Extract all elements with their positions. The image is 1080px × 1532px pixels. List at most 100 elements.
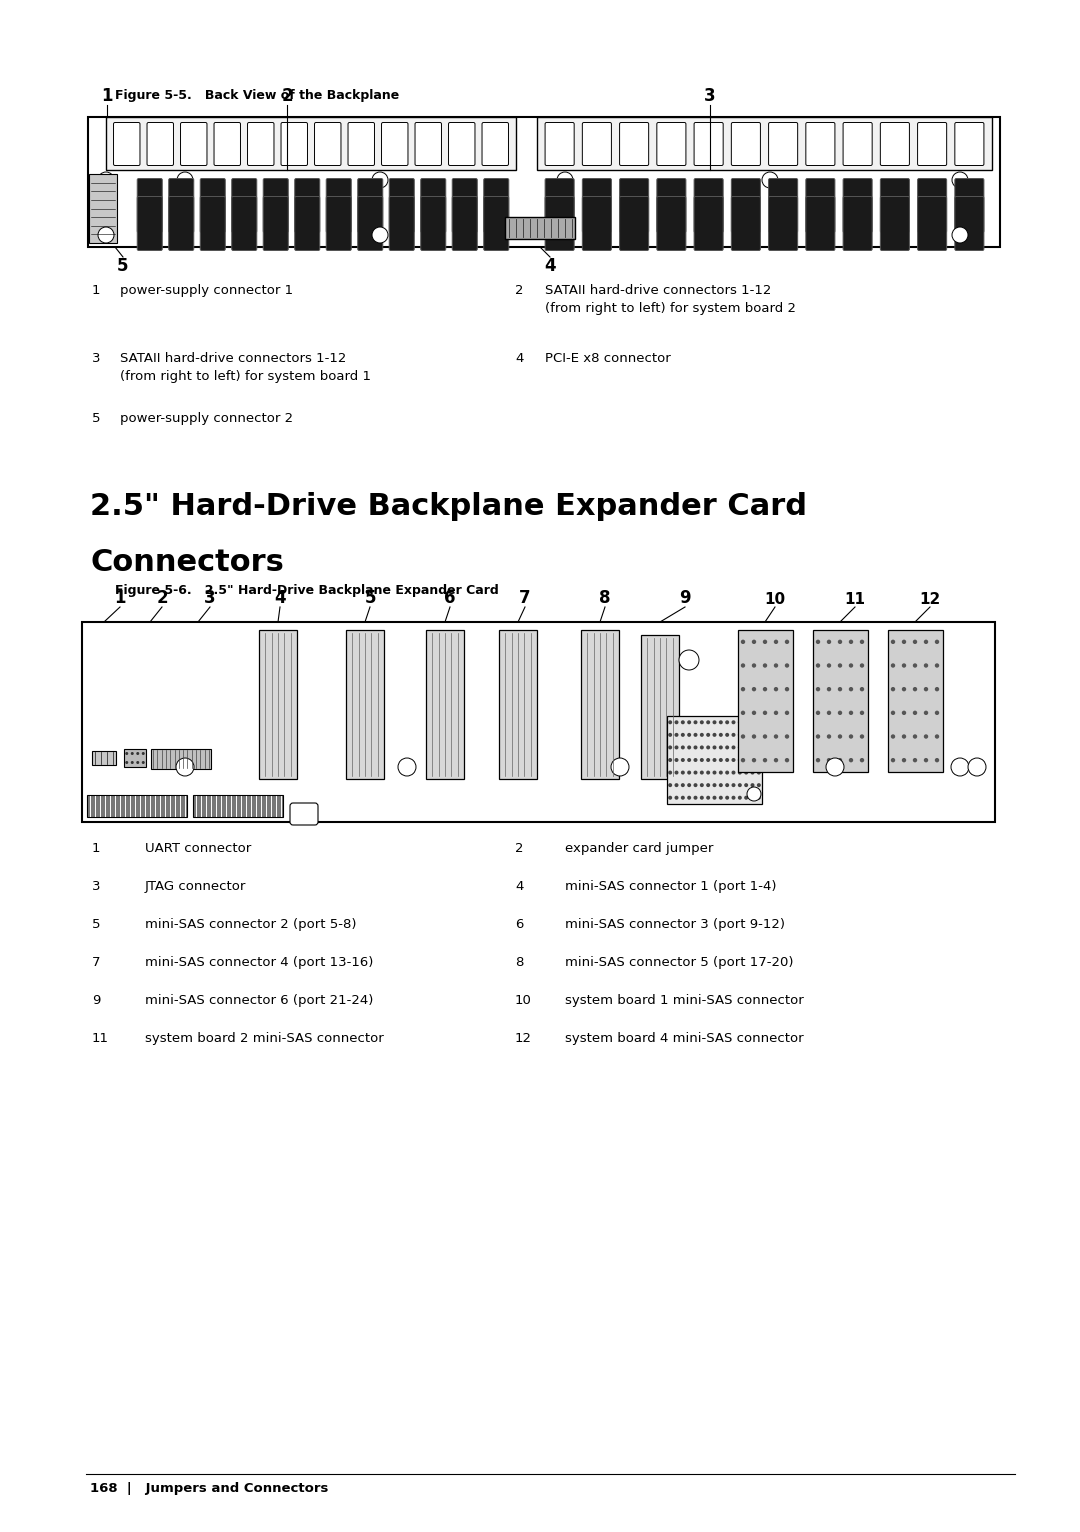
Circle shape <box>923 734 928 738</box>
FancyBboxPatch shape <box>453 179 477 233</box>
FancyBboxPatch shape <box>537 116 993 170</box>
Circle shape <box>669 732 672 737</box>
FancyBboxPatch shape <box>264 196 288 251</box>
Circle shape <box>752 640 756 643</box>
FancyBboxPatch shape <box>137 179 162 233</box>
Circle shape <box>923 663 928 668</box>
FancyBboxPatch shape <box>955 123 984 165</box>
Circle shape <box>757 746 760 749</box>
Circle shape <box>141 752 145 755</box>
Text: mini-SAS connector 6 (port 21-24): mini-SAS connector 6 (port 21-24) <box>145 994 374 1007</box>
Circle shape <box>177 172 193 188</box>
FancyBboxPatch shape <box>326 179 351 233</box>
Circle shape <box>773 686 779 691</box>
Circle shape <box>98 227 114 244</box>
Circle shape <box>935 734 940 738</box>
Circle shape <box>751 771 755 775</box>
Circle shape <box>902 686 906 691</box>
Circle shape <box>731 758 735 761</box>
FancyBboxPatch shape <box>657 123 686 165</box>
Text: 3: 3 <box>92 879 100 893</box>
Circle shape <box>693 758 698 761</box>
Text: 7: 7 <box>519 588 530 607</box>
Text: Connectors: Connectors <box>90 548 284 578</box>
FancyBboxPatch shape <box>545 196 575 251</box>
Circle shape <box>757 783 760 787</box>
Circle shape <box>785 734 789 738</box>
Circle shape <box>744 746 748 749</box>
FancyBboxPatch shape <box>389 179 415 233</box>
Text: mini-SAS connector 4 (port 13-16): mini-SAS connector 4 (port 13-16) <box>145 956 374 970</box>
FancyBboxPatch shape <box>880 123 909 165</box>
Text: mini-SAS connector 2 (port 5-8): mini-SAS connector 2 (port 5-8) <box>145 918 356 931</box>
Circle shape <box>738 771 742 775</box>
Circle shape <box>680 732 685 737</box>
Circle shape <box>125 761 129 764</box>
Circle shape <box>700 732 704 737</box>
Text: 1: 1 <box>92 843 100 855</box>
Circle shape <box>669 758 672 761</box>
Circle shape <box>762 686 767 691</box>
Circle shape <box>713 758 716 761</box>
Circle shape <box>741 734 745 738</box>
Circle shape <box>913 663 917 668</box>
FancyBboxPatch shape <box>843 179 873 233</box>
FancyBboxPatch shape <box>326 196 351 251</box>
Circle shape <box>757 732 760 737</box>
Circle shape <box>762 734 767 738</box>
Text: 2: 2 <box>515 283 524 297</box>
Circle shape <box>731 720 735 725</box>
Circle shape <box>773 711 779 715</box>
FancyBboxPatch shape <box>87 795 187 817</box>
Circle shape <box>687 720 691 725</box>
FancyBboxPatch shape <box>346 630 384 778</box>
Text: 1: 1 <box>114 588 125 607</box>
Text: mini-SAS connector 1 (port 1-4): mini-SAS connector 1 (port 1-4) <box>565 879 777 893</box>
Circle shape <box>136 761 139 764</box>
Circle shape <box>680 758 685 761</box>
FancyBboxPatch shape <box>582 123 611 165</box>
Circle shape <box>860 711 864 715</box>
FancyBboxPatch shape <box>694 123 724 165</box>
Text: UART connector: UART connector <box>145 843 252 855</box>
Circle shape <box>860 686 864 691</box>
Circle shape <box>669 720 672 725</box>
Text: 6: 6 <box>444 588 456 607</box>
Circle shape <box>913 711 917 715</box>
Circle shape <box>731 783 735 787</box>
Circle shape <box>935 758 940 763</box>
Circle shape <box>751 795 755 800</box>
Circle shape <box>815 686 820 691</box>
Circle shape <box>706 771 711 775</box>
Circle shape <box>741 758 745 763</box>
FancyBboxPatch shape <box>168 179 193 233</box>
Circle shape <box>935 711 940 715</box>
Circle shape <box>849 663 853 668</box>
Circle shape <box>762 758 767 763</box>
FancyBboxPatch shape <box>806 196 835 251</box>
Text: 3: 3 <box>704 87 716 106</box>
Text: system board 4 mini-SAS connector: system board 4 mini-SAS connector <box>565 1033 804 1045</box>
FancyBboxPatch shape <box>426 630 464 778</box>
FancyBboxPatch shape <box>620 179 649 233</box>
Circle shape <box>891 640 895 643</box>
Circle shape <box>706 758 711 761</box>
Circle shape <box>860 640 864 643</box>
Text: system board 1 mini-SAS connector: system board 1 mini-SAS connector <box>565 994 804 1007</box>
Circle shape <box>827 663 832 668</box>
Circle shape <box>713 720 716 725</box>
FancyBboxPatch shape <box>484 179 509 233</box>
Circle shape <box>849 734 853 738</box>
Circle shape <box>372 172 388 188</box>
Circle shape <box>747 787 761 801</box>
Circle shape <box>891 734 895 738</box>
Circle shape <box>611 758 629 777</box>
FancyBboxPatch shape <box>291 803 318 826</box>
FancyBboxPatch shape <box>657 179 686 233</box>
Circle shape <box>815 758 820 763</box>
Circle shape <box>141 761 145 764</box>
Text: 3: 3 <box>204 588 216 607</box>
Text: 11: 11 <box>845 591 865 607</box>
FancyBboxPatch shape <box>200 196 226 251</box>
Circle shape <box>860 758 864 763</box>
